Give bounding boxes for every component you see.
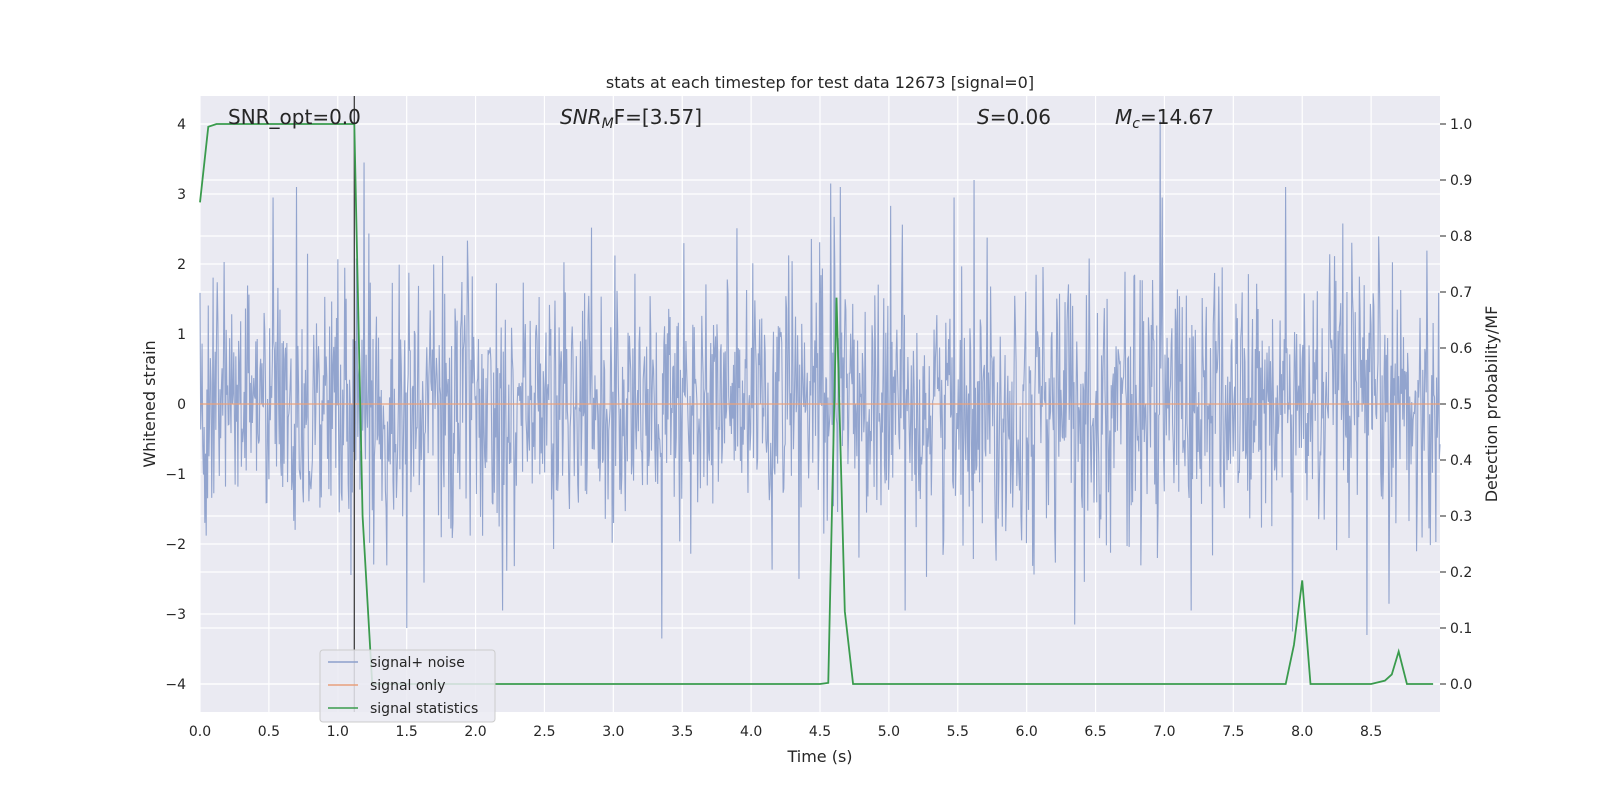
x-axis-label: Time (s) — [786, 747, 852, 766]
annotation-mc: Mc=14.67 — [1115, 105, 1214, 132]
y-tick-label-left-5: 1 — [177, 327, 186, 343]
y-tick-label-left-1: −3 — [165, 607, 186, 623]
series-signal-noise-line — [199, 120, 1441, 639]
series-signal-statistics-line — [199, 123, 1434, 685]
annotation-snr-mf-sub: M — [602, 116, 614, 132]
y-tick-label-right-8: 0.8 — [1450, 229, 1472, 245]
x-tick-label-16: 8.0 — [1291, 724, 1313, 740]
noise-series — [199, 120, 1441, 639]
annotation-mc-main: M — [1115, 105, 1132, 129]
y-tick-label-left-8: 4 — [177, 117, 186, 133]
x-tick-label-1: 0.5 — [258, 724, 280, 740]
x-tick-label-3: 1.5 — [396, 724, 418, 740]
x-tick-label-7: 3.5 — [671, 724, 693, 740]
annotation-snr-mf: SNRMF=[3.57] — [560, 105, 702, 132]
x-tick-label-2: 1.0 — [327, 724, 349, 740]
y-tick-label-right-5: 0.5 — [1450, 397, 1472, 413]
signal-statistics-series — [199, 123, 1434, 685]
annotation-s-rest: =0.06 — [990, 105, 1051, 129]
x-tick-label-10: 5.0 — [878, 724, 900, 740]
annotation-snr-mf-rest: F=[3.57] — [614, 105, 702, 129]
x-tick-label-14: 7.0 — [1153, 724, 1175, 740]
annotation-snr-opt: SNR_opt=0.0 — [228, 105, 361, 129]
x-tick-label-5: 2.5 — [533, 724, 555, 740]
y-tick-label-right-1: 0.1 — [1450, 621, 1472, 637]
annotation-mc-rest: =14.67 — [1140, 105, 1214, 129]
x-tick-label-12: 6.0 — [1016, 724, 1038, 740]
y-tick-label-right-6: 0.6 — [1450, 341, 1472, 357]
y-tick-label-left-2: −2 — [165, 537, 186, 553]
y-tick-label-left-7: 3 — [177, 187, 186, 203]
y-tick-label-left-6: 2 — [177, 257, 186, 273]
x-tick-label-8: 4.0 — [740, 724, 762, 740]
x-tick-label-9: 4.5 — [809, 724, 831, 740]
y-tick-label-left-4: 0 — [177, 397, 186, 413]
y-tick-label-right-3: 0.3 — [1450, 509, 1472, 525]
tick-labels: 0.0 0.5 1.0 1.5 2.0 2.5 3.0 3.5 4.0 4.5 5.0 5.5 6.0 6… — [165, 117, 1472, 740]
annotation-snr-mf-main: SNR — [560, 105, 602, 129]
x-tick-label-15: 7.5 — [1222, 724, 1244, 740]
x-tick-label-17: 8.5 — [1360, 724, 1382, 740]
legend: signal+ noise signal only signal statist… — [319, 649, 496, 723]
x-tick-label-11: 5.5 — [947, 724, 969, 740]
legend-box — [319, 649, 496, 723]
y-tick-label-right-7: 0.7 — [1450, 285, 1472, 301]
y-tick-label-left-0: −4 — [165, 677, 186, 693]
legend-label-noise: signal+ noise — [370, 655, 465, 671]
y-axis-label-left: Whitened strain — [140, 340, 159, 467]
y-tick-label-right-2: 0.2 — [1450, 565, 1472, 581]
x-tick-label-4: 2.0 — [464, 724, 486, 740]
x-tick-label-13: 6.5 — [1084, 724, 1106, 740]
annotation-s: S=0.06 — [977, 105, 1051, 129]
legend-label-stats: signal statistics — [370, 701, 478, 717]
annotation-mc-sub: c — [1132, 116, 1140, 132]
y-axis-label-right: Detection probability/MF — [1482, 306, 1501, 503]
x-tick-label-6: 3.0 — [602, 724, 624, 740]
legend-label-signal: signal only — [370, 678, 445, 694]
x-tick-label-0: 0.0 — [189, 724, 211, 740]
y-tick-label-right-4: 0.4 — [1450, 453, 1472, 469]
annotation-s-main: S — [977, 105, 990, 129]
y-tick-label-right-10: 1.0 — [1450, 117, 1472, 133]
chart-title: stats at each timestep for test data 126… — [606, 73, 1034, 92]
y-tick-label-right-9: 0.9 — [1450, 173, 1472, 189]
y-tick-label-left-3: −1 — [165, 467, 186, 483]
y-tick-label-right-0: 0.0 — [1450, 677, 1472, 693]
